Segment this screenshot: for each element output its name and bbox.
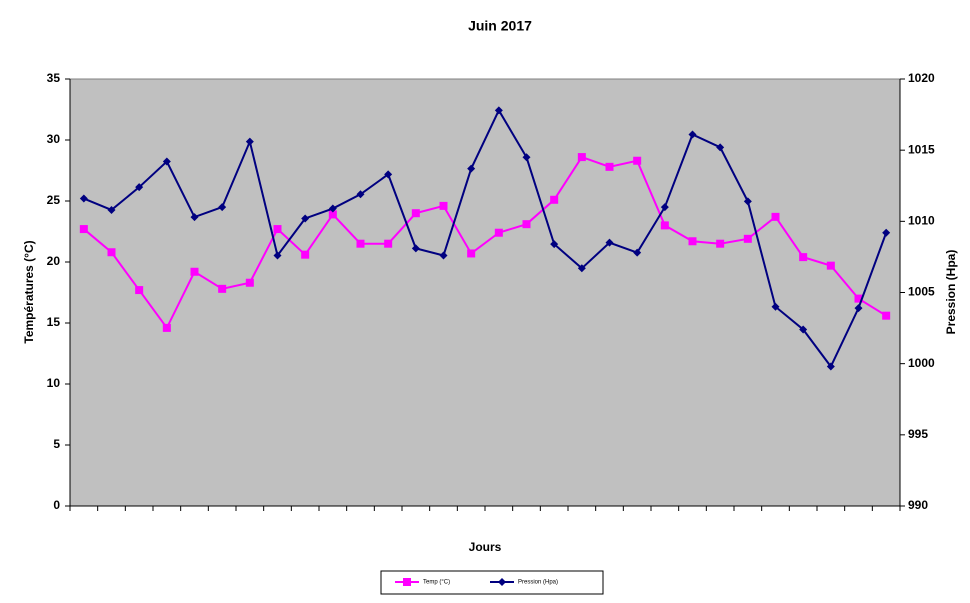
- point: [882, 228, 891, 237]
- series-line: [83, 155, 887, 330]
- point: [743, 197, 752, 206]
- y-tick-label: 25: [47, 193, 61, 207]
- point: [688, 237, 697, 246]
- point: [218, 203, 227, 212]
- point: [743, 234, 752, 243]
- point: [107, 248, 116, 257]
- y2-tick-label: 1000: [908, 356, 935, 370]
- y-tick-label: 0: [53, 498, 60, 512]
- point: [605, 238, 614, 247]
- y2-tick-label: 990: [908, 498, 928, 512]
- point: [79, 194, 88, 203]
- point: [771, 212, 780, 221]
- point: [522, 220, 531, 229]
- point: [605, 162, 614, 171]
- point: [190, 213, 199, 222]
- y-tick-label: 5: [53, 437, 60, 451]
- point: [328, 210, 337, 219]
- point: [301, 250, 310, 259]
- point: [135, 286, 144, 295]
- point: [162, 323, 171, 332]
- point: [135, 183, 144, 192]
- point: [328, 204, 337, 213]
- point: [688, 130, 697, 139]
- point: [245, 137, 254, 146]
- y-tick-label: 20: [47, 254, 61, 268]
- y-tick-label: 30: [47, 132, 61, 146]
- point: [384, 239, 393, 248]
- point: [799, 325, 808, 334]
- point: [854, 294, 863, 303]
- point: [162, 157, 171, 166]
- point: [494, 228, 503, 237]
- y2-tick-label: 1015: [908, 142, 935, 156]
- point: [439, 251, 448, 260]
- point: [273, 225, 282, 234]
- point: [854, 304, 863, 313]
- point: [273, 251, 282, 260]
- point: [245, 278, 254, 287]
- y2-tick-label: 1005: [908, 285, 935, 299]
- point: [107, 205, 116, 214]
- point: [660, 221, 669, 230]
- point: [411, 244, 420, 253]
- y2-tick-label: 995: [908, 427, 928, 441]
- series-line: [83, 108, 888, 369]
- y-tick-label: 35: [47, 71, 61, 85]
- y-tick-label: 10: [47, 376, 61, 390]
- legend-label: Pression (Hpa): [518, 580, 558, 586]
- point: [301, 214, 310, 223]
- point: [356, 239, 365, 248]
- point: [498, 578, 506, 586]
- point: [439, 201, 448, 210]
- y2-tick-label: 1010: [908, 214, 935, 228]
- point: [190, 267, 199, 276]
- point: [660, 203, 669, 212]
- point: [826, 261, 835, 270]
- chart-title: Juin 2017: [468, 18, 532, 34]
- point: [467, 164, 476, 173]
- point: [218, 284, 227, 293]
- point: [633, 248, 642, 257]
- y-axis-title: Températures (°C): [22, 240, 36, 343]
- point: [494, 106, 503, 115]
- point: [403, 578, 411, 586]
- point: [411, 209, 420, 218]
- point: [577, 264, 586, 273]
- point: [550, 240, 559, 249]
- y2-axis-title: Pression (Hpa): [944, 250, 958, 335]
- point: [356, 190, 365, 199]
- point: [550, 195, 559, 204]
- point: [467, 249, 476, 258]
- legend-label: Temp (°C): [423, 580, 450, 586]
- plot-area: [69, 78, 901, 507]
- point: [522, 153, 531, 162]
- point: [799, 253, 808, 262]
- point: [716, 239, 725, 248]
- x-axis-title: Jours: [469, 540, 502, 554]
- point: [384, 170, 393, 179]
- point: [771, 302, 780, 311]
- point: [882, 311, 891, 320]
- point: [716, 143, 725, 152]
- point: [79, 225, 88, 234]
- point: [633, 156, 642, 165]
- point: [826, 362, 835, 371]
- y2-tick-label: 1020: [908, 71, 935, 85]
- point: [577, 153, 586, 162]
- y-tick-label: 15: [47, 315, 61, 329]
